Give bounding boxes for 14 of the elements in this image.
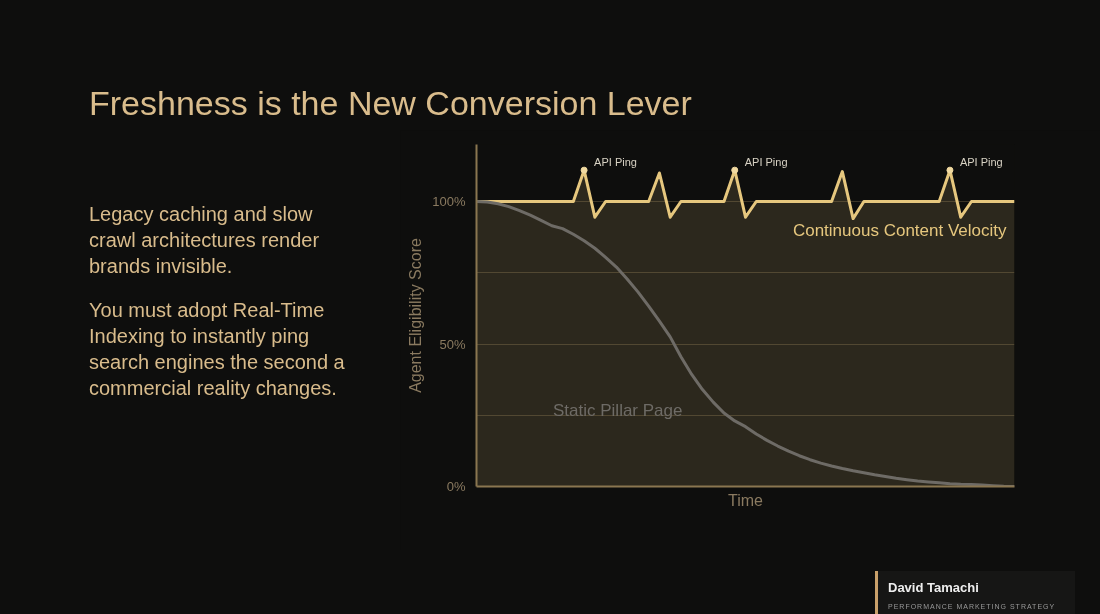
x-axis-title: Time (728, 491, 764, 509)
series-label: Static Pillar Page (553, 400, 683, 420)
annotation: API Ping (594, 156, 637, 169)
chart-title: Freshness is the New Conversion Lever (89, 83, 692, 124)
text: Legacy caching and slow crawl architectures render brands invisible. (89, 202, 321, 279)
annotation: API Ping (959, 156, 1003, 169)
text: You must adopt Real-Time Indexing to instantly ping search engines the second a commercial reality changes. (89, 298, 346, 401)
annotation: API Ping (744, 156, 788, 169)
y-tick-label: 100% (432, 194, 466, 209)
y-tick-label: 50% (439, 336, 466, 352)
y-axis-title: Agent Eligibility Score (407, 238, 425, 393)
y-tick-label: 0% (446, 479, 466, 494)
text: David Tamachi (888, 579, 980, 597)
series-label: Continuous Content Velocity (792, 220, 1007, 240)
